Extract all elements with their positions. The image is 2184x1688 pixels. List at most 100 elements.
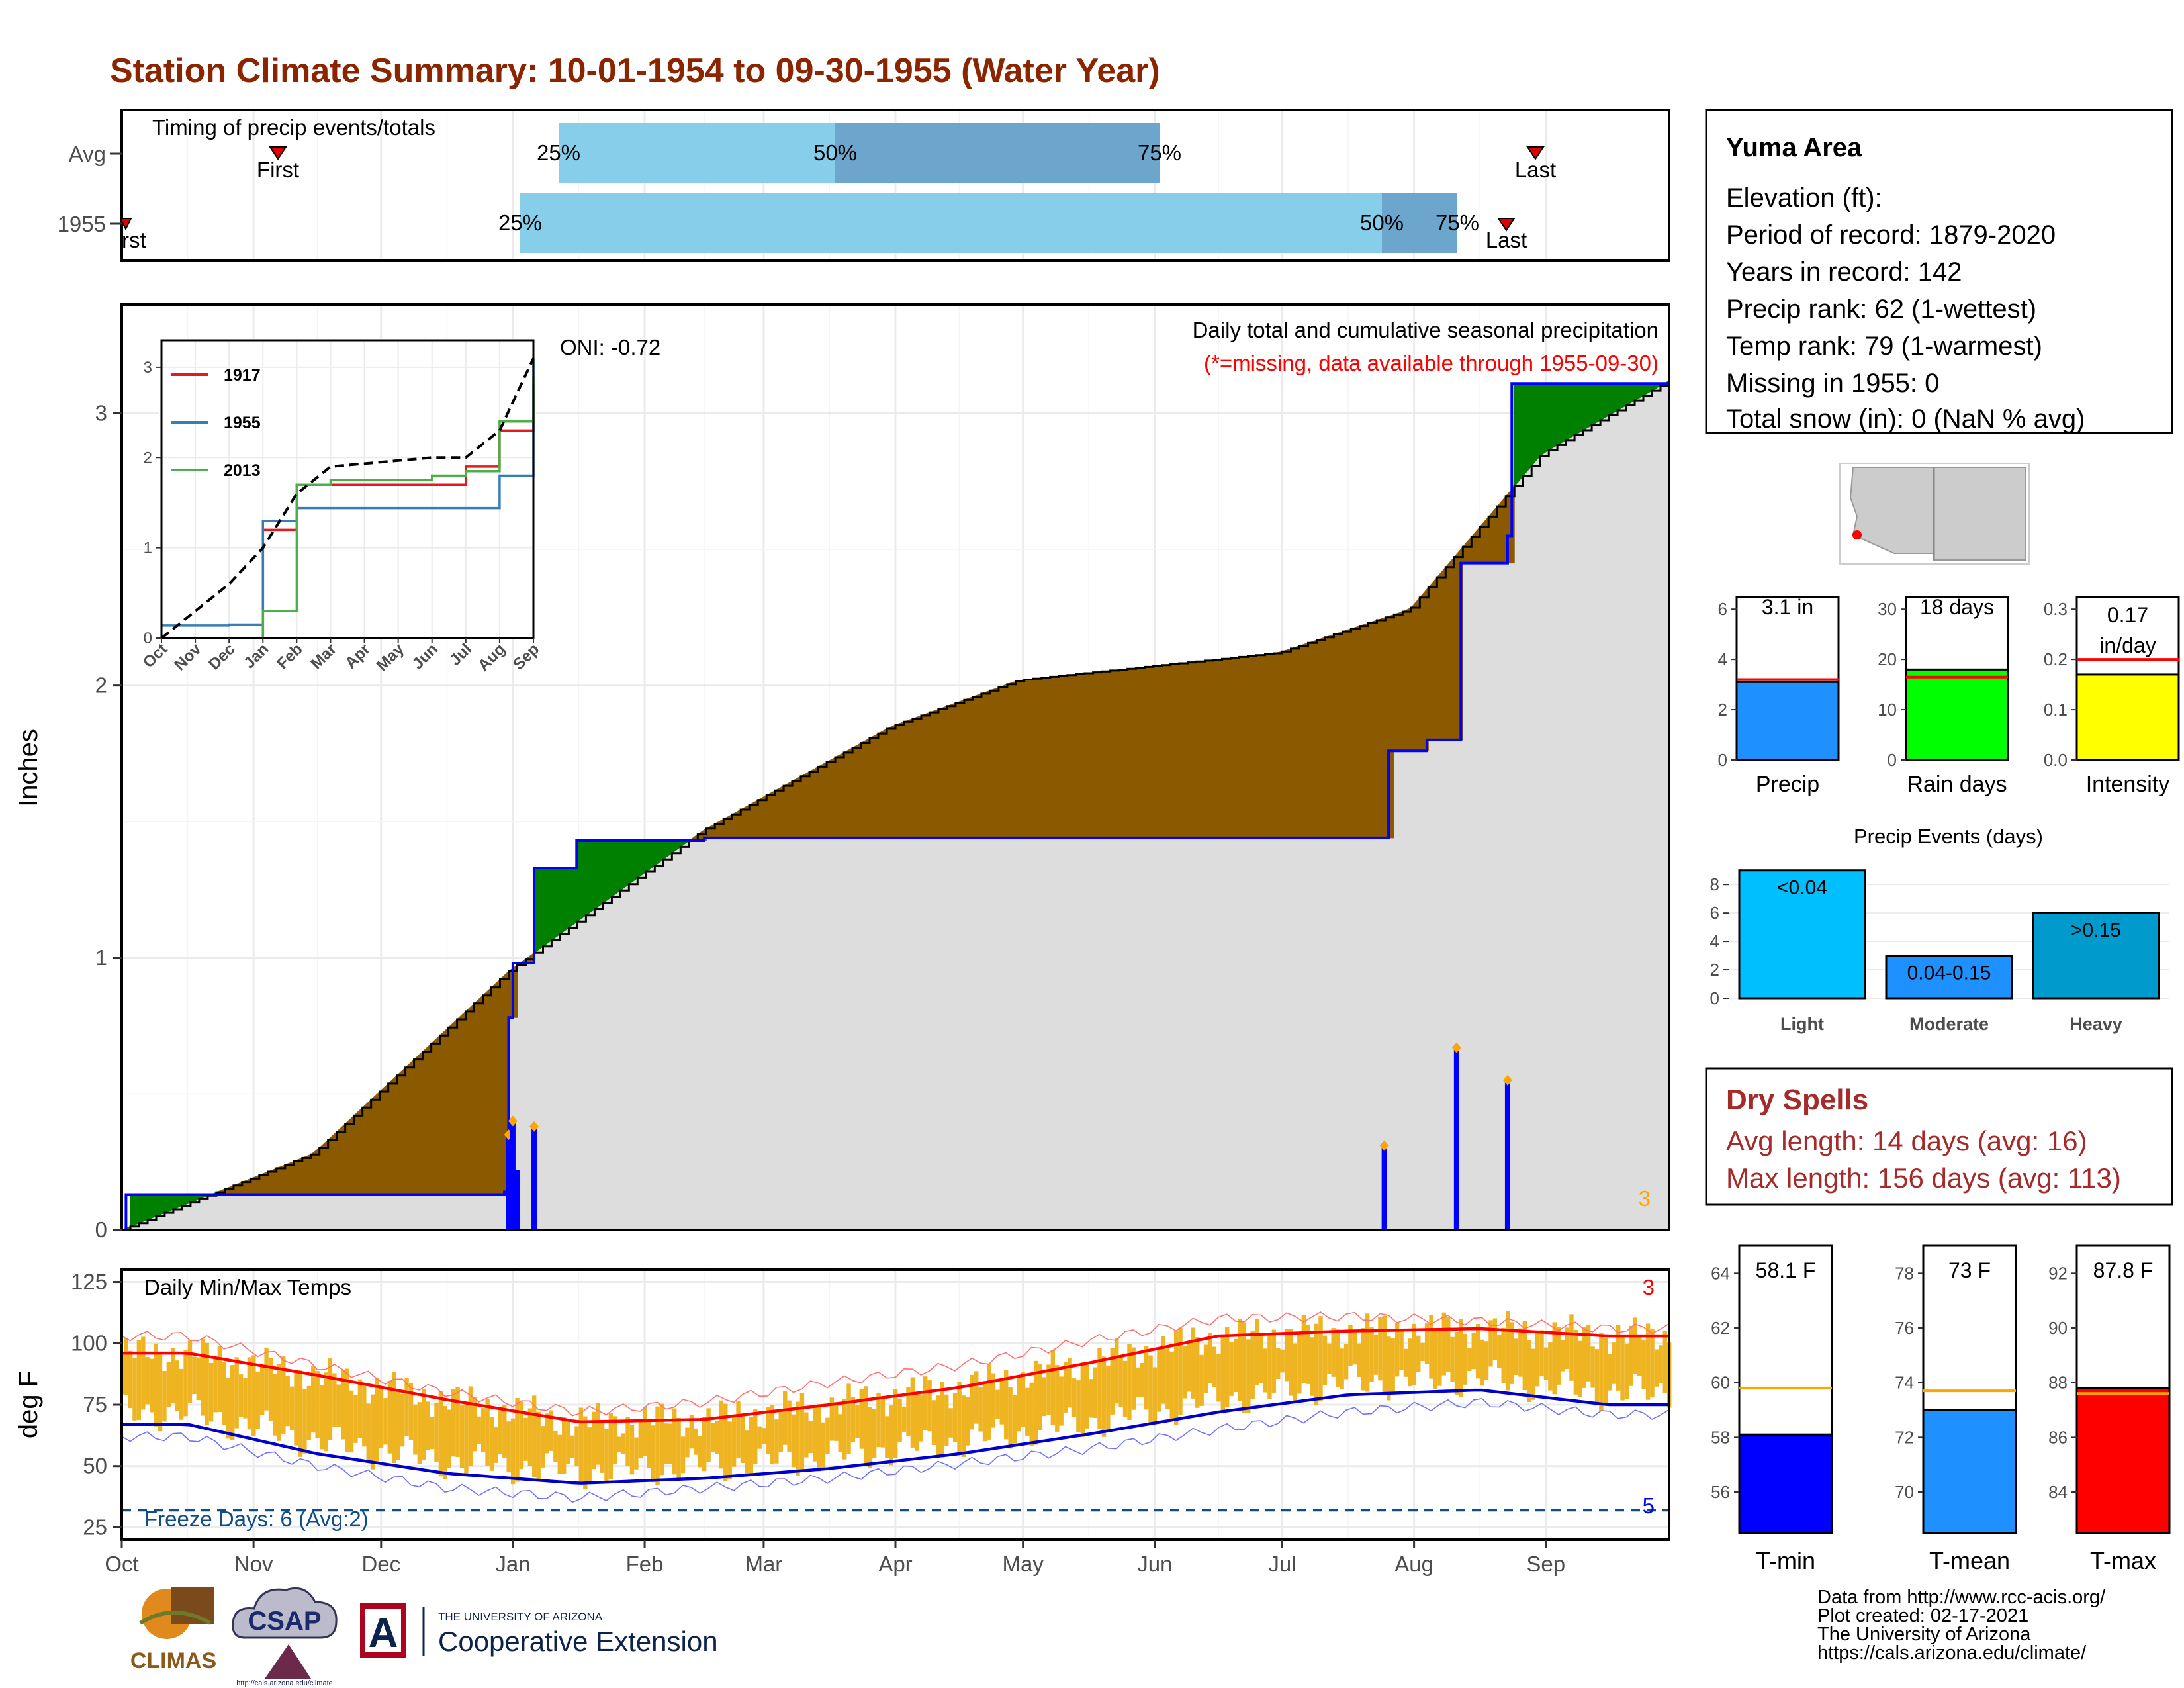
daily-precip-bar (1453, 1047, 1459, 1230)
below-average-fill (1376, 616, 1386, 839)
daily-temp-bar (613, 1416, 617, 1465)
daily-temp-bar (1510, 1322, 1514, 1384)
daily-temp-bar (915, 1393, 919, 1451)
above-average-fill (1574, 383, 1584, 436)
daily-temp-bar (829, 1397, 835, 1441)
daily-temp-bar (1412, 1323, 1417, 1385)
temp-count-hi: 3 (1643, 1275, 1655, 1299)
below-average-fill (1222, 657, 1232, 839)
daily-temp-bar (1225, 1327, 1230, 1408)
daily-temp-bar (1437, 1331, 1442, 1386)
inset-frame (160, 339, 535, 639)
daily-temp-bar (1046, 1364, 1051, 1415)
daily-temp-bar (208, 1362, 214, 1422)
daily-temp-bar (166, 1362, 171, 1407)
daily-temp-bar (1085, 1364, 1089, 1429)
below-average-fill (1462, 536, 1472, 564)
below-average-fill (302, 1154, 312, 1196)
below-average-fill (860, 737, 870, 839)
events-category-label: Moderate (1909, 1014, 1989, 1034)
daily-temp-bar (1318, 1316, 1323, 1401)
daily-temp-bar (1169, 1351, 1174, 1421)
daily-temp-bar (264, 1347, 269, 1411)
intensity-bar (2075, 673, 2180, 761)
oni-label: ONI: -0.72 (560, 335, 660, 359)
climas-swoosh (139, 1611, 212, 1625)
month-tick-label: Nov (234, 1552, 273, 1576)
y1955-q2-bar (1382, 193, 1457, 253)
temp-panel: 25 50 75 100 125 Oct Nov Dec Jan Feb Mar Apr May Jun… (14, 1268, 1672, 1576)
daily-temp-bar (366, 1403, 371, 1462)
daily-temp-bar (740, 1416, 745, 1464)
below-average-fill (989, 686, 999, 839)
daily-temp-bar (255, 1371, 260, 1429)
below-average-fill (1050, 675, 1060, 839)
daily-temp-bar (596, 1403, 600, 1465)
daily-temp-bar (1654, 1349, 1659, 1387)
tmean-bar (1922, 1409, 2017, 1534)
daily-temp-bar (383, 1398, 388, 1445)
below-average-fill (705, 823, 715, 839)
raindays-y-tick-label: 30 (1878, 599, 1897, 619)
daily-temp-bar (1424, 1323, 1430, 1364)
below-average-fill (1161, 663, 1171, 839)
daily-temp-bar (1050, 1350, 1056, 1425)
daily-temp-bar (706, 1408, 711, 1463)
daily-temp-bar (1250, 1331, 1255, 1399)
daily-temp-bar (1165, 1348, 1170, 1409)
daily-temp-bar (774, 1419, 779, 1464)
daily-temp-bar (880, 1399, 886, 1448)
station-period: Period of record: 1879-2020 (1726, 220, 2056, 250)
tmin-y-tick-label: 62 (1711, 1318, 1730, 1338)
daily-temp-bar (1118, 1356, 1123, 1407)
below-average-fill (1075, 673, 1085, 839)
daily-temp-bar (749, 1417, 754, 1476)
below-average-fill (388, 1074, 398, 1196)
csap-mountain (265, 1644, 311, 1679)
daily-temp-bar (783, 1391, 788, 1445)
events-title: Precip Events (days) (1854, 825, 2043, 848)
above-average-fill (130, 1194, 140, 1227)
precip-name-label: Precip (1756, 772, 1819, 797)
daily-temp-bar (430, 1416, 435, 1450)
daily-temp-bar (893, 1389, 898, 1458)
dry-box-frame (1705, 1067, 2173, 1206)
daily-temp-bar (889, 1405, 893, 1466)
daily-temp-bar (187, 1340, 193, 1403)
daily-temp-bar (1365, 1313, 1370, 1392)
daily-temp-bar (1441, 1312, 1446, 1376)
below-average-fill (396, 1066, 406, 1196)
temp-y-tick-label: 25 (83, 1515, 107, 1539)
freeze-days-label: Freeze Days: 6 (Avg:2) (144, 1507, 369, 1531)
tmean-y-tick-label: 70 (1895, 1482, 1914, 1502)
daily-temp-bar (948, 1408, 953, 1438)
below-average-fill (895, 721, 905, 839)
daily-temp-bar (1140, 1362, 1144, 1397)
station-location-dot (1852, 530, 1862, 539)
tmax-name-label: T-max (2090, 1547, 2156, 1574)
events-category-label: Heavy (2070, 1014, 2122, 1034)
daily-precip-bar (1381, 1145, 1387, 1230)
daily-temp-bar (1492, 1318, 1498, 1360)
y1955-first-marker (119, 218, 132, 231)
daily-temp-bar (1505, 1311, 1510, 1391)
daily-temp-bar (477, 1416, 481, 1444)
daily-temp-bar (426, 1401, 430, 1450)
daily-temp-bar (1267, 1335, 1272, 1399)
daily-temp-bar (766, 1407, 770, 1454)
daily-temp-bar (489, 1417, 494, 1471)
y1955-last-label: Last (1486, 228, 1527, 252)
below-average-fill (491, 978, 501, 1196)
below-average-fill (362, 1099, 372, 1196)
inset-average-line (160, 357, 535, 639)
temp-count-lo: 5 (1643, 1493, 1655, 1518)
daily-temp-bar (455, 1386, 460, 1458)
daily-temp-bar (1603, 1337, 1608, 1405)
daily-temp-bar (1416, 1335, 1421, 1372)
below-average-fill (1410, 596, 1420, 751)
daily-temp-bar (1012, 1395, 1017, 1444)
above-average-fill (164, 1194, 174, 1213)
month-tick-label: Mar (745, 1552, 782, 1576)
credit-line-2: Plot created: 02-17-2021 (1817, 1605, 2028, 1626)
